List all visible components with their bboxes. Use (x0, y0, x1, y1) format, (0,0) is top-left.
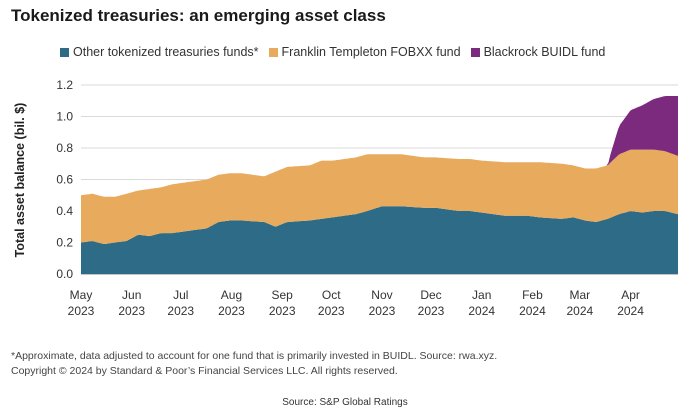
legend: Other tokenized treasuries funds* Frankl… (60, 45, 605, 59)
footnote: *Approximate, data adjusted to account f… (11, 349, 497, 379)
y-axis-label: Total asset balance (bil. $) (13, 103, 27, 258)
axes: 0.0 0.2 0.4 0.6 0.8 1.0 1.2 May 2023 Jun 2023 Jul 20… (56, 78, 644, 318)
x-tick-label-month: Nov (371, 288, 392, 302)
chart-plot: 0.0 0.2 0.4 0.6 0.8 1.0 1.2 May 2023 Jun 2023 Jul 20… (13, 78, 678, 318)
x-tick-label-year: 2023 (418, 304, 445, 318)
legend-label-other-funds: Other tokenized treasuries funds* (73, 45, 259, 59)
y-tick-label: 0.4 (56, 204, 73, 218)
x-tick-label-year: 2023 (167, 304, 194, 318)
x-tick-label-month: Apr (621, 288, 640, 302)
y-tick-label: 0.6 (56, 173, 73, 187)
x-tick-label-month: Aug (221, 288, 242, 302)
x-tick-label-year: 2023 (218, 304, 245, 318)
y-tick-label: 1.2 (56, 78, 73, 92)
legend-item-blackrock: Blackrock BUIDL fund (470, 45, 606, 59)
y-tick-label: 0.2 (56, 236, 73, 250)
legend-swatch-franklin-templeton (268, 47, 278, 57)
x-tick-label-month: Feb (522, 288, 543, 302)
legend-item-franklin-templeton: Franklin Templeton FOBXX fund (268, 45, 461, 59)
source-note: Source: S&P Global Ratings (282, 397, 408, 408)
stacked-areas (81, 96, 678, 274)
x-tick-label-month: Sep (272, 288, 294, 302)
x-tick-label-year: 2023 (269, 304, 296, 318)
x-tick-label-month: Dec (420, 288, 441, 302)
chart-title: Tokenized treasuries: an emerging asset … (11, 6, 386, 25)
legend-swatch-other-funds (60, 47, 69, 57)
x-tick-label-month: Oct (322, 288, 341, 302)
legend-swatch-blackrock (470, 47, 480, 57)
y-tick-label: 0.0 (56, 267, 73, 281)
x-tick-label-year: 2023 (318, 304, 345, 318)
legend-label-blackrock: Blackrock BUIDL fund (483, 45, 606, 59)
x-tick-label-month: Jul (173, 288, 188, 302)
legend-item-other-funds: Other tokenized treasuries funds* (60, 45, 259, 59)
x-tick-label-year: 2024 (519, 304, 546, 318)
area-franklin-templeton (81, 149, 678, 244)
x-tick-label-month: Mar (570, 288, 591, 302)
footnote-line-2: Copyright © 2024 by Standard & Poor’s Fi… (11, 365, 398, 377)
x-tick-label-year: 2024 (567, 304, 594, 318)
x-tick-label-year: 2024 (617, 304, 644, 318)
x-tick-label-year: 2023 (118, 304, 145, 318)
legend-label-franklin-templeton: Franklin Templeton FOBXX fund (281, 45, 461, 59)
x-tick-label-month: May (70, 288, 93, 302)
x-tick-label-month: Jun (122, 288, 141, 302)
x-tick-label-month: Jan (472, 288, 491, 302)
x-tick-label-year: 2023 (68, 304, 95, 318)
area-other-funds (81, 206, 678, 274)
footnote-line-1: *Approximate, data adjusted to account f… (11, 350, 498, 362)
x-tick-label-year: 2024 (468, 304, 495, 318)
y-tick-label: 0.8 (56, 141, 73, 155)
y-tick-label: 1.0 (56, 110, 73, 124)
x-tick-label-year: 2023 (369, 304, 396, 318)
